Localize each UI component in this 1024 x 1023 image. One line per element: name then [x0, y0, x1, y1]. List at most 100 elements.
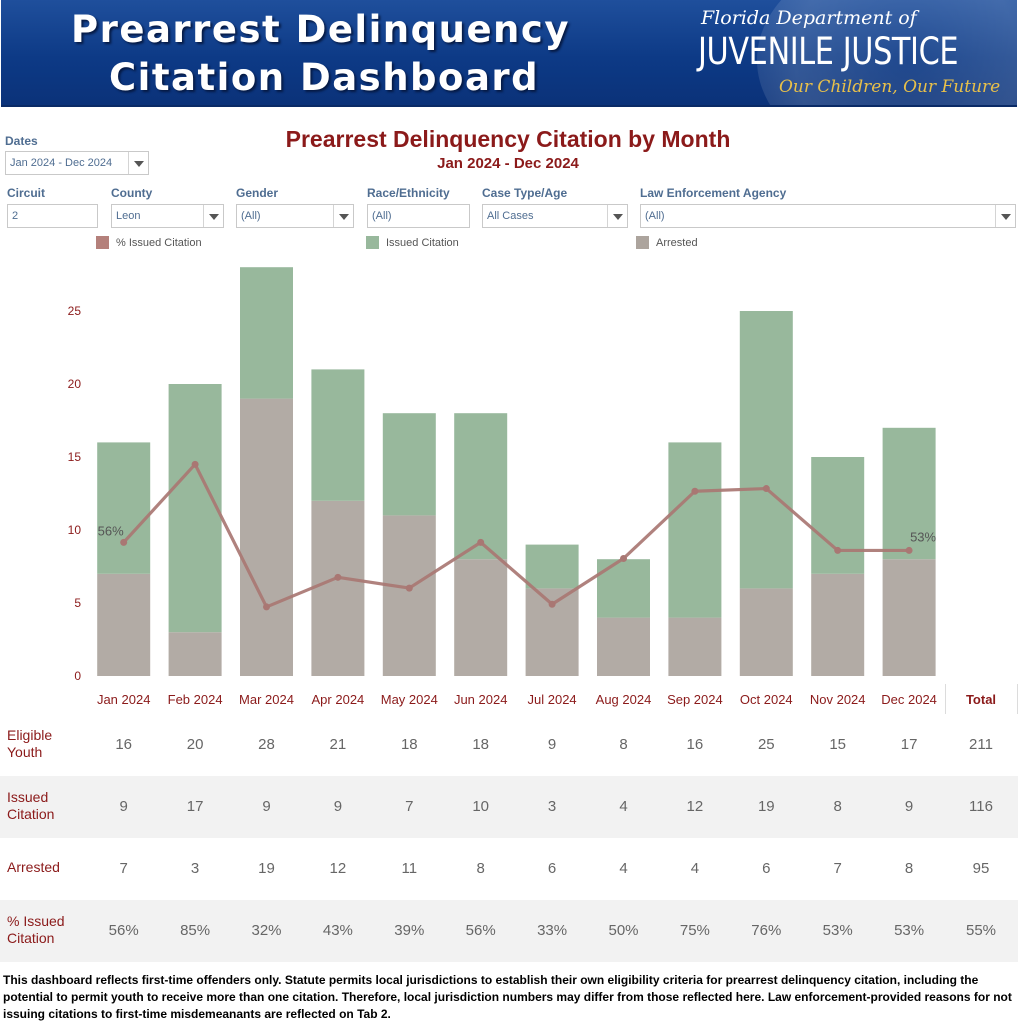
- x-tick-label: May 2024: [381, 692, 438, 707]
- y-tick-label: 15: [68, 450, 82, 464]
- bar-issued: [597, 559, 650, 618]
- total-header: Total: [966, 692, 996, 707]
- chevron-down-icon[interactable]: [128, 152, 148, 174]
- table-cell: 43%: [322, 922, 353, 939]
- table-cell: 3: [547, 798, 557, 815]
- gender-filter-dropdown[interactable]: (All): [236, 204, 354, 228]
- table-cell: 8: [904, 860, 914, 877]
- table-cell: 50%: [608, 922, 639, 939]
- pct-issued-point: [263, 603, 270, 611]
- footnote: This dashboard reflects first-time offen…: [3, 973, 1012, 1021]
- y-tick-label: 20: [68, 377, 82, 391]
- pct-issued-point: [620, 555, 627, 562]
- bar-issued: [168, 384, 222, 633]
- table-cell: 7: [833, 860, 842, 877]
- pct-label-last: 53%: [910, 529, 936, 544]
- dates-filter-dropdown[interactable]: Jan 2024 - Dec 2024: [5, 151, 149, 175]
- pct-issued-point: [691, 487, 699, 495]
- table-cell: 11: [401, 860, 418, 877]
- table-cell: 16: [686, 736, 704, 753]
- agency-name-line1: Florida Department of: [701, 7, 917, 29]
- table-cell: 10: [472, 798, 490, 815]
- dates-filter-value: Jan 2024 - Dec 2024: [10, 157, 113, 169]
- agency-filter-value: (All): [645, 210, 665, 222]
- table-cell: 33%: [537, 922, 568, 939]
- table-cell: 75%: [679, 922, 710, 939]
- pct-issued-point: [191, 460, 199, 468]
- case-type-filter-dropdown[interactable]: All Cases: [482, 204, 628, 228]
- table-cell: 4: [619, 798, 628, 815]
- chevron-down-icon[interactable]: [995, 205, 1015, 227]
- chevron-down-icon[interactable]: [333, 205, 353, 227]
- y-tick-label: 10: [68, 523, 82, 537]
- pct-issued-point: [762, 485, 770, 493]
- table-cell: 18: [400, 736, 418, 753]
- table-cell: 28: [258, 736, 275, 753]
- table-cell: 53%: [822, 922, 853, 939]
- table-cell: 9: [333, 798, 343, 815]
- pct-issued-line: [122, 462, 910, 609]
- chart-subtitle: Jan 2024 - Dec 2024: [437, 155, 579, 172]
- legend-label-pct: % Issued Citation: [116, 236, 202, 249]
- bar-issued: [882, 427, 936, 560]
- gender-filter-label: Gender: [236, 186, 279, 200]
- race-filter-input[interactable]: (All): [367, 204, 470, 228]
- bar-issued: [382, 413, 436, 516]
- x-tick-label: Feb 2024: [168, 692, 223, 707]
- table-cell: 20: [186, 736, 204, 753]
- chevron-down-icon[interactable]: [203, 205, 223, 227]
- legend-label-arrested: Arrested: [656, 236, 698, 249]
- bar-issued: [668, 442, 722, 618]
- y-tick-label: 0: [74, 669, 81, 683]
- bar-issued: [454, 413, 508, 560]
- florida-seal-watermark: [757, 0, 1017, 105]
- legend-swatch-pct: [96, 236, 109, 249]
- table-cell: 8: [833, 798, 842, 815]
- dates-filter-label: Dates: [5, 134, 38, 148]
- agency-filter-label: Law Enforcement Agency: [640, 186, 787, 200]
- bar-issued: [811, 457, 865, 574]
- table-cell: 7: [119, 860, 128, 877]
- bar-arrested: [97, 573, 151, 676]
- table-cell: 6: [762, 860, 771, 877]
- table-cell: 9: [119, 798, 128, 815]
- table-cell: 53%: [894, 922, 925, 939]
- x-tick-label: Dec 2024: [881, 692, 937, 707]
- bar-issued: [739, 311, 793, 589]
- table-cell: 8: [619, 736, 628, 753]
- table-total-cell: 55%: [965, 922, 997, 939]
- table-total-cell: 116: [969, 798, 993, 815]
- table-cell: 12: [686, 798, 704, 815]
- table-cell: 21: [329, 736, 347, 753]
- county-filter-dropdown[interactable]: Leon: [111, 204, 224, 228]
- header-banner: Prearrest Delinquency Citation Dashboard…: [1, 0, 1017, 107]
- legend-item-issued[interactable]: Issued Citation: [366, 236, 459, 249]
- race-filter-value: (All): [372, 210, 392, 222]
- chevron-down-icon[interactable]: [607, 205, 627, 227]
- race-filter-label: Race/Ethnicity: [367, 186, 450, 200]
- pct-issued-point: [548, 600, 556, 608]
- dashboard-title-line2: Citation Dashboard: [109, 56, 540, 99]
- table-cell: 19: [258, 860, 275, 877]
- legend-swatch-issued: [366, 236, 379, 249]
- table-cell: 12: [329, 860, 347, 877]
- legend-item-pct-issued[interactable]: % Issued Citation: [96, 236, 202, 249]
- case-type-filter-value: All Cases: [487, 210, 534, 222]
- bar-issued: [97, 442, 151, 574]
- bar-arrested: [168, 632, 222, 676]
- table-cell: 17: [900, 736, 918, 753]
- gender-filter-value: (All): [241, 210, 261, 222]
- x-tick-label: Nov 2024: [810, 692, 866, 707]
- table-cell: 85%: [180, 922, 211, 939]
- table-cell: 7: [405, 798, 414, 815]
- circuit-filter-input[interactable]: 2: [7, 204, 98, 228]
- table-cell: 39%: [394, 922, 425, 939]
- x-tick-label: Sep 2024: [667, 692, 723, 707]
- pct-issued-point: [905, 546, 913, 554]
- table-cell: 3: [190, 860, 200, 877]
- agency-filter-dropdown[interactable]: (All): [640, 204, 1016, 228]
- table-row: % Issued Citation 56% 85% 32% 43% 39% 56% 33% 50…: [0, 900, 1018, 962]
- county-filter-label: County: [111, 186, 153, 200]
- legend-item-arrested[interactable]: Arrested: [636, 236, 698, 249]
- table-cell: 8: [476, 860, 485, 877]
